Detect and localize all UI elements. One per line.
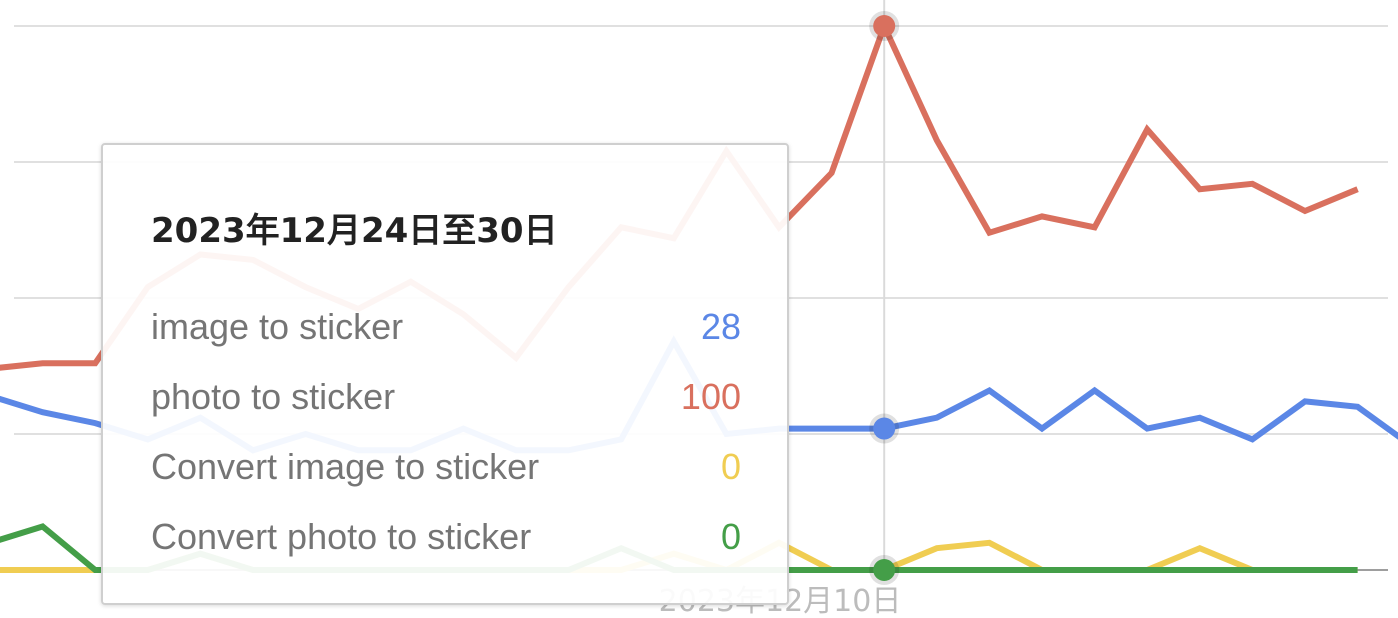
hover-marker-convert-photo-to-sticker (869, 555, 900, 585)
tooltip-title: 2023年12月24日至30日 (151, 211, 558, 251)
tooltip-row-image-to-sticker: image to sticker 28 (151, 305, 741, 349)
tooltip-series-name: photo to sticker (151, 376, 396, 417)
hover-markers (869, 11, 900, 585)
tooltip-series-name: Convert photo to sticker (151, 516, 532, 557)
tooltip-row-photo-to-sticker: photo to sticker 100 (151, 375, 741, 419)
hover-marker-photo-to-sticker (869, 11, 900, 41)
tooltip-row-convert-image-to-sticker: Convert image to sticker 0 (151, 445, 741, 489)
tooltip-row-convert-photo-to-sticker: Convert photo to sticker 0 (151, 515, 741, 559)
tooltip-series-value: 28 (700, 306, 741, 347)
hover-marker-image-to-sticker (869, 413, 900, 444)
tooltip: 2023年12月24日至30日 image to sticker 28 phot… (101, 143, 789, 605)
tooltip-series-name: Convert image to sticker (151, 446, 540, 487)
tooltip-series-value: 0 (720, 446, 741, 487)
tooltip-series-value: 0 (720, 516, 741, 557)
tooltip-series-name: image to sticker (151, 306, 404, 347)
tooltip-series-value: 100 (680, 376, 741, 417)
